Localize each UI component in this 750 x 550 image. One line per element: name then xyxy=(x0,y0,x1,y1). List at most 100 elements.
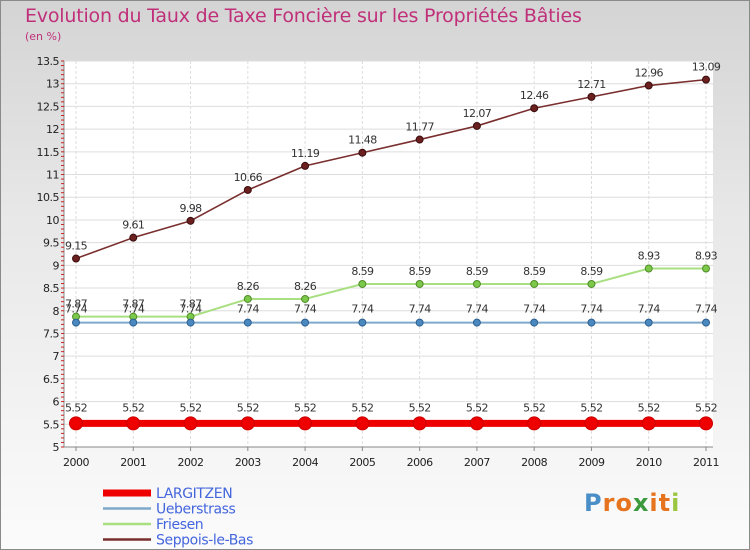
data-point xyxy=(412,416,427,431)
labels-seppois-le-bas: 9.15 9.61 9.98 10.66 11.19 11.48 11.77 12.07 12.… xyxy=(65,61,721,253)
x-tick-label: 2006 xyxy=(407,456,433,469)
logo-letter: t xyxy=(658,489,672,517)
data-label: 5.52 xyxy=(638,401,660,414)
y-tick-label: 9.5 xyxy=(43,237,59,250)
data-point xyxy=(587,279,596,288)
data-label: 12.96 xyxy=(634,67,663,80)
data-point xyxy=(243,185,252,194)
data-point xyxy=(129,318,138,327)
data-point xyxy=(702,264,710,273)
y-tick-label: 10.5 xyxy=(37,191,60,204)
data-label: 5.52 xyxy=(695,401,717,414)
data-label: 8.26 xyxy=(237,280,260,293)
legend-label: Ueberstrass xyxy=(156,502,236,518)
x-tick-label: 2001 xyxy=(120,456,146,469)
series-line xyxy=(75,78,707,260)
data-point xyxy=(584,416,599,431)
data-point xyxy=(527,416,542,431)
series-largitzen xyxy=(69,416,713,431)
logo-letter: r xyxy=(602,489,616,517)
x-tick-label: 2009 xyxy=(578,456,604,469)
data-point xyxy=(702,75,710,84)
data-label: 10.66 xyxy=(234,171,263,184)
data-point xyxy=(472,318,481,327)
data-point xyxy=(472,279,481,288)
x-gridlines xyxy=(75,61,707,447)
y-tick-label: 8.5 xyxy=(43,282,59,295)
data-point xyxy=(644,264,653,273)
data-point xyxy=(69,416,83,431)
data-point xyxy=(301,294,310,303)
data-point xyxy=(644,81,653,90)
y-tick-label: 5 xyxy=(53,441,60,454)
y-tick-label: 13 xyxy=(46,78,59,91)
y-tick-label: 5.5 xyxy=(43,418,59,431)
legend-label: Seppois-le-Bas xyxy=(156,533,253,549)
data-label: 7.74 xyxy=(695,303,718,316)
data-label: 8.59 xyxy=(409,265,432,278)
data-point xyxy=(301,161,310,170)
x-tick-label: 2005 xyxy=(349,456,375,469)
data-label: 8.93 xyxy=(638,250,661,263)
data-point xyxy=(644,318,653,327)
legend: LARGITZENUeberstrassFriesenSeppois-le-Ba… xyxy=(103,486,254,549)
data-label: 5.52 xyxy=(122,401,144,414)
data-point xyxy=(243,318,252,327)
data-label: 7.74 xyxy=(409,303,432,316)
data-point xyxy=(72,254,80,263)
x-tick-label: 2000 xyxy=(63,456,89,469)
x-tick-label: 2011 xyxy=(693,456,719,469)
data-label: 5.52 xyxy=(237,401,259,414)
data-point xyxy=(355,416,370,431)
series-line xyxy=(76,267,706,318)
chart-subtitle: (en %) xyxy=(25,30,62,43)
data-label: 7.74 xyxy=(179,303,202,316)
data-label: 9.15 xyxy=(65,240,88,253)
y-tick-label: 13.5 xyxy=(37,55,60,68)
data-point xyxy=(129,233,138,242)
data-label: 9.98 xyxy=(179,202,202,215)
data-label: 7.74 xyxy=(294,303,317,316)
data-point xyxy=(243,294,252,303)
data-label: 7.74 xyxy=(351,303,374,316)
y-tick-label: 12 xyxy=(46,123,59,136)
x-tick-label: 2008 xyxy=(521,456,547,469)
y-tick-label: 12.5 xyxy=(37,100,60,113)
data-label: 11.19 xyxy=(291,147,320,160)
data-point xyxy=(587,318,596,327)
logo-letter: i xyxy=(649,489,659,517)
data-label: 7.74 xyxy=(523,303,546,316)
data-label: 9.61 xyxy=(122,219,144,232)
data-label: 12.71 xyxy=(577,78,606,91)
data-label: 7.87 xyxy=(122,298,145,311)
logo-letter: P xyxy=(584,489,603,517)
data-point xyxy=(415,135,424,144)
x-tick-label: 2002 xyxy=(178,456,204,469)
data-label: 7.87 xyxy=(179,298,202,311)
labels-friesen: 7.87 7.87 7.87 8.26 8.26 8.59 8.59 8.59 8.59 8.59… xyxy=(65,250,718,311)
labels-ueberstrass: 7.74 7.74 7.74 7.74 7.74 7.74 7.74 7.74 7.74 7.74… xyxy=(65,303,718,316)
logo-letter: x xyxy=(632,489,650,517)
y-tick-label: 11.5 xyxy=(37,146,60,159)
data-label: 5.52 xyxy=(65,401,87,414)
data-label: 5.52 xyxy=(409,401,431,414)
data-point xyxy=(186,216,195,225)
y-tick-label: 8 xyxy=(53,305,60,318)
plot-area xyxy=(64,61,713,447)
y-tick-label: 7 xyxy=(53,350,60,363)
data-label: 12.46 xyxy=(520,89,549,102)
data-point xyxy=(415,279,424,288)
y-tick-label: 10 xyxy=(46,214,59,227)
data-label: 8.59 xyxy=(580,265,603,278)
data-point xyxy=(301,318,310,327)
legend-label: Friesen xyxy=(156,517,203,533)
data-point xyxy=(72,318,80,327)
data-label: 8.59 xyxy=(466,265,489,278)
data-point xyxy=(699,416,713,431)
data-label: 13.09 xyxy=(692,61,721,74)
data-label: 7.74 xyxy=(466,303,489,316)
data-point xyxy=(530,318,539,327)
data-label: 5.52 xyxy=(580,401,602,414)
data-point xyxy=(587,92,596,101)
